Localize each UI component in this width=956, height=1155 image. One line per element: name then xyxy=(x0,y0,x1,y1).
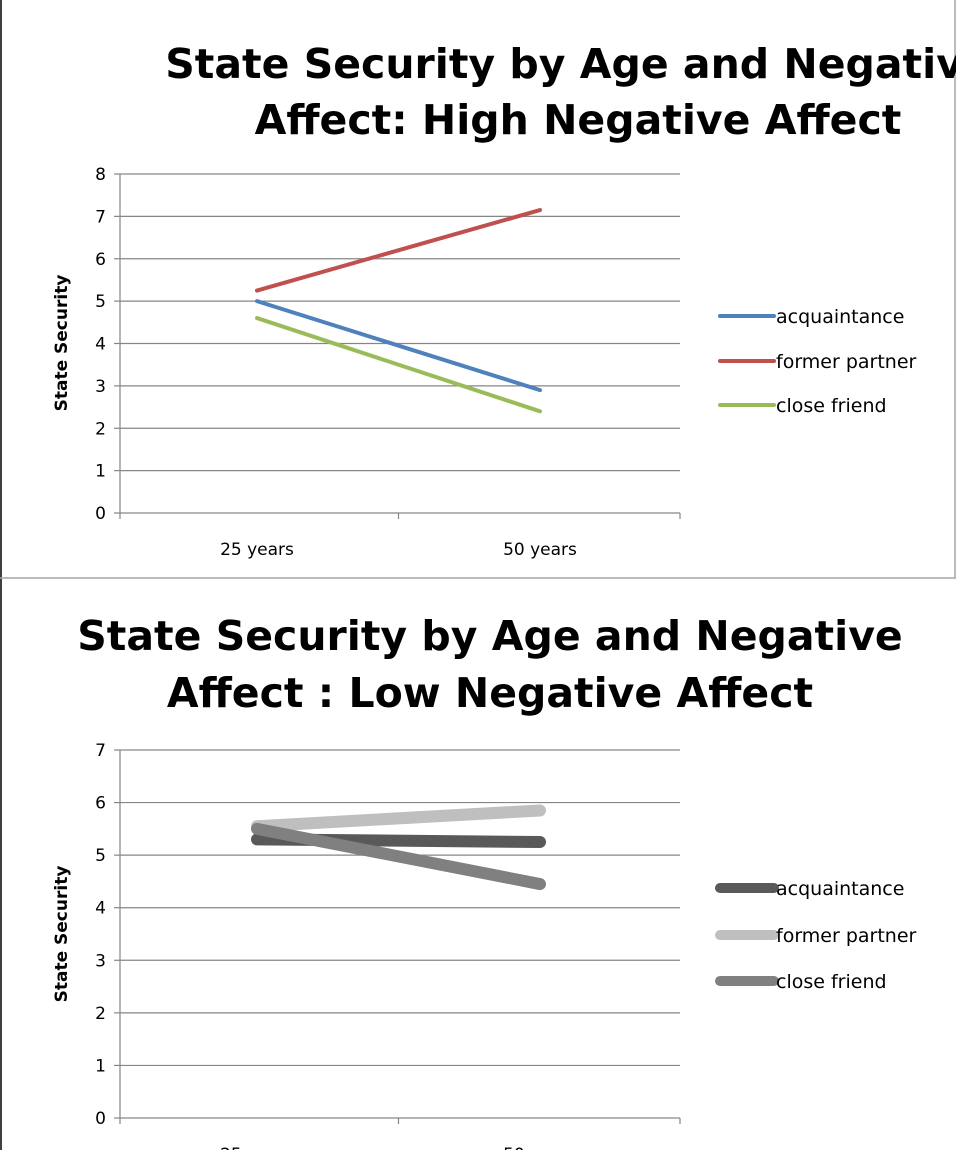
chart-low-negative-affect: State Security by Age and Negative Affec… xyxy=(52,612,917,1155)
series-line-close-friend xyxy=(251,822,546,891)
x-tick-label: 50 years xyxy=(503,540,577,560)
legend-label: former partner xyxy=(776,925,917,947)
y-tick-label: 4 xyxy=(95,899,106,919)
y-tick-label: 0 xyxy=(95,504,106,524)
y-tick-label: 4 xyxy=(95,335,106,355)
legend-label: close friend xyxy=(776,971,887,993)
y-tick-label: 5 xyxy=(95,292,106,312)
chart-title: State Security by Age and Negative Affec… xyxy=(77,612,903,717)
y-tick-label: 2 xyxy=(95,419,106,439)
series-line-acquaintance xyxy=(255,299,542,393)
chart-title-line-2: Affect : Low Negative Affect xyxy=(167,669,813,717)
legend: acquaintance former partner close friend xyxy=(715,878,917,993)
legend: acquaintance former partner close friend xyxy=(718,306,917,417)
legend-label: former partner xyxy=(776,351,917,373)
y-tick-label: 3 xyxy=(95,377,106,397)
y-tick-label: 6 xyxy=(95,794,106,814)
y-tick-label: 6 xyxy=(95,250,106,270)
plot-area: 0 1 2 3 4 5 6 7 8 25 years 50 years xyxy=(95,165,681,560)
series-line-close-friend xyxy=(255,316,542,414)
y-axis-label: State Security xyxy=(52,866,72,1003)
y-tick-label: 2 xyxy=(95,1004,106,1024)
x-tick-label: 50 years xyxy=(503,1145,577,1150)
y-tick-label: 3 xyxy=(95,951,106,971)
x-tick-label: 25 years xyxy=(220,540,294,560)
chart-title-line-2: Affect: High Negative Affect xyxy=(255,96,902,144)
legend-label: acquaintance xyxy=(776,306,904,328)
y-tick-label: 5 xyxy=(95,846,106,866)
y-tick-label: 0 xyxy=(95,1109,106,1129)
chart-title-line-1: State Security by Age and Negative xyxy=(165,40,956,88)
plot-area: 0 1 2 3 4 5 6 7 25 years 50 years xyxy=(95,741,681,1155)
y-tick-label: 8 xyxy=(95,165,106,185)
chart-high-negative-affect: State Security by Age and Negative Affec… xyxy=(52,40,956,560)
series-line-former-partner xyxy=(251,804,546,833)
series-line-former-partner xyxy=(255,208,542,293)
y-tick-label: 1 xyxy=(95,1056,106,1076)
y-axis-label: State Security xyxy=(52,275,72,412)
x-tick-label: 25 years xyxy=(220,1145,294,1150)
legend-label: close friend xyxy=(776,395,887,417)
y-tick-label: 7 xyxy=(95,207,106,227)
y-tick-label: 7 xyxy=(95,741,106,761)
legend-label: acquaintance xyxy=(776,878,904,900)
chart-title-line-1: State Security by Age and Negative xyxy=(77,612,903,660)
y-tick-label: 1 xyxy=(95,462,106,482)
chart-title: State Security by Age and Negative Affec… xyxy=(165,40,956,144)
